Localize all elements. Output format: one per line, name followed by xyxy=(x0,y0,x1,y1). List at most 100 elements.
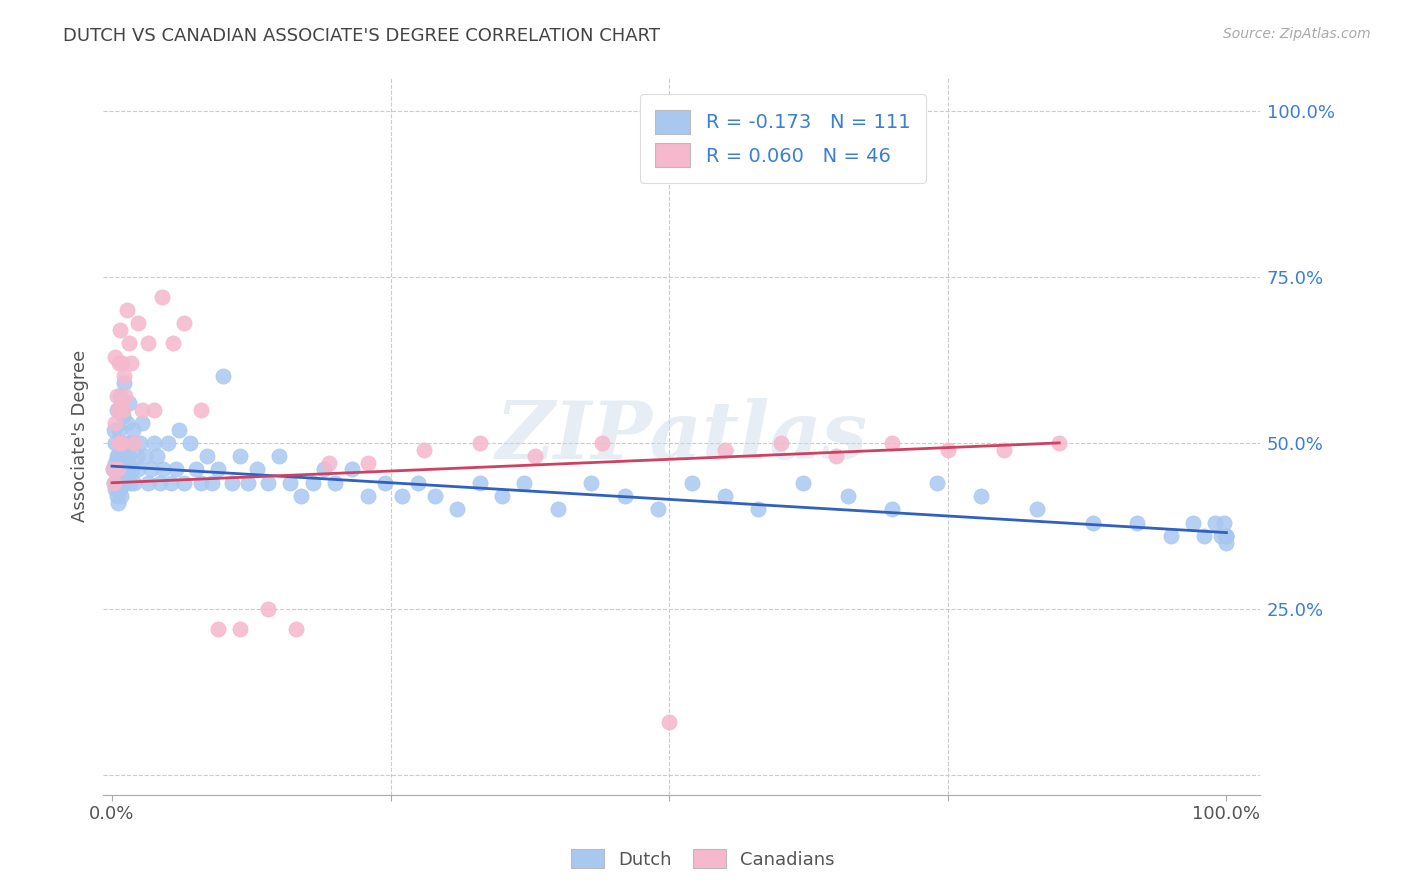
Point xyxy=(246,462,269,476)
Point xyxy=(340,462,363,476)
Point xyxy=(993,442,1015,457)
Point xyxy=(613,489,636,503)
Point xyxy=(229,449,252,463)
Point xyxy=(936,442,959,457)
Point xyxy=(301,475,323,490)
Point xyxy=(134,449,156,463)
Point xyxy=(647,502,669,516)
Point xyxy=(491,489,513,503)
Point xyxy=(103,475,125,490)
Point xyxy=(152,462,174,476)
Point xyxy=(107,462,129,476)
Point xyxy=(127,316,149,330)
Point xyxy=(524,449,547,463)
Point xyxy=(120,356,142,370)
Point xyxy=(115,303,138,318)
Point xyxy=(124,475,146,490)
Point xyxy=(110,475,132,490)
Point xyxy=(108,483,131,497)
Point xyxy=(118,336,141,351)
Point xyxy=(1204,516,1226,530)
Point xyxy=(111,436,134,450)
Point xyxy=(122,423,145,437)
Point xyxy=(1192,529,1215,543)
Point xyxy=(107,496,129,510)
Point xyxy=(110,489,132,503)
Point xyxy=(105,449,128,463)
Point xyxy=(104,456,127,470)
Point xyxy=(1215,529,1237,543)
Point xyxy=(658,714,681,729)
Point xyxy=(413,442,436,457)
Point xyxy=(312,462,335,476)
Point xyxy=(591,436,613,450)
Point xyxy=(105,389,128,403)
Point xyxy=(165,462,187,476)
Point xyxy=(114,436,136,450)
Point xyxy=(374,475,396,490)
Point xyxy=(118,449,141,463)
Point xyxy=(284,622,307,636)
Point xyxy=(970,489,993,503)
Point xyxy=(118,475,141,490)
Point xyxy=(391,489,413,503)
Point xyxy=(880,436,903,450)
Point xyxy=(110,462,132,476)
Point xyxy=(825,449,848,463)
Point xyxy=(714,442,737,457)
Point xyxy=(167,423,190,437)
Point xyxy=(190,475,212,490)
Point xyxy=(1209,529,1232,543)
Point xyxy=(136,475,159,490)
Point xyxy=(212,369,235,384)
Point xyxy=(114,475,136,490)
Point xyxy=(468,436,491,450)
Point xyxy=(139,462,162,476)
Point xyxy=(131,402,153,417)
Point xyxy=(112,475,135,490)
Point xyxy=(143,402,166,417)
Point xyxy=(179,436,201,450)
Point xyxy=(714,489,737,503)
Point xyxy=(173,316,195,330)
Point xyxy=(112,369,135,384)
Point xyxy=(184,462,207,476)
Point xyxy=(357,489,380,503)
Point xyxy=(290,489,312,503)
Point xyxy=(110,436,132,450)
Point xyxy=(111,356,134,370)
Point xyxy=(173,475,195,490)
Point xyxy=(201,475,224,490)
Point xyxy=(103,423,125,437)
Point xyxy=(236,475,259,490)
Point xyxy=(1215,529,1237,543)
Point xyxy=(408,475,430,490)
Point xyxy=(1126,516,1149,530)
Point xyxy=(1026,502,1049,516)
Point xyxy=(124,436,146,450)
Point xyxy=(1181,516,1204,530)
Point xyxy=(125,449,148,463)
Point xyxy=(127,462,149,476)
Text: DUTCH VS CANADIAN ASSOCIATE'S DEGREE CORRELATION CHART: DUTCH VS CANADIAN ASSOCIATE'S DEGREE COR… xyxy=(63,27,661,45)
Point xyxy=(114,389,136,403)
Point xyxy=(278,475,301,490)
Point xyxy=(162,336,184,351)
Point xyxy=(229,622,252,636)
Point xyxy=(269,449,291,463)
Point xyxy=(150,290,173,304)
Point xyxy=(156,436,179,450)
Point xyxy=(190,402,212,417)
Point xyxy=(110,396,132,410)
Point xyxy=(925,475,948,490)
Point xyxy=(104,416,127,430)
Point xyxy=(108,323,131,337)
Point xyxy=(323,475,346,490)
Point xyxy=(1081,516,1104,530)
Point xyxy=(107,475,129,490)
Point xyxy=(129,436,152,450)
Point xyxy=(104,436,127,450)
Point xyxy=(318,456,340,470)
Point xyxy=(1047,436,1070,450)
Point xyxy=(425,489,447,503)
